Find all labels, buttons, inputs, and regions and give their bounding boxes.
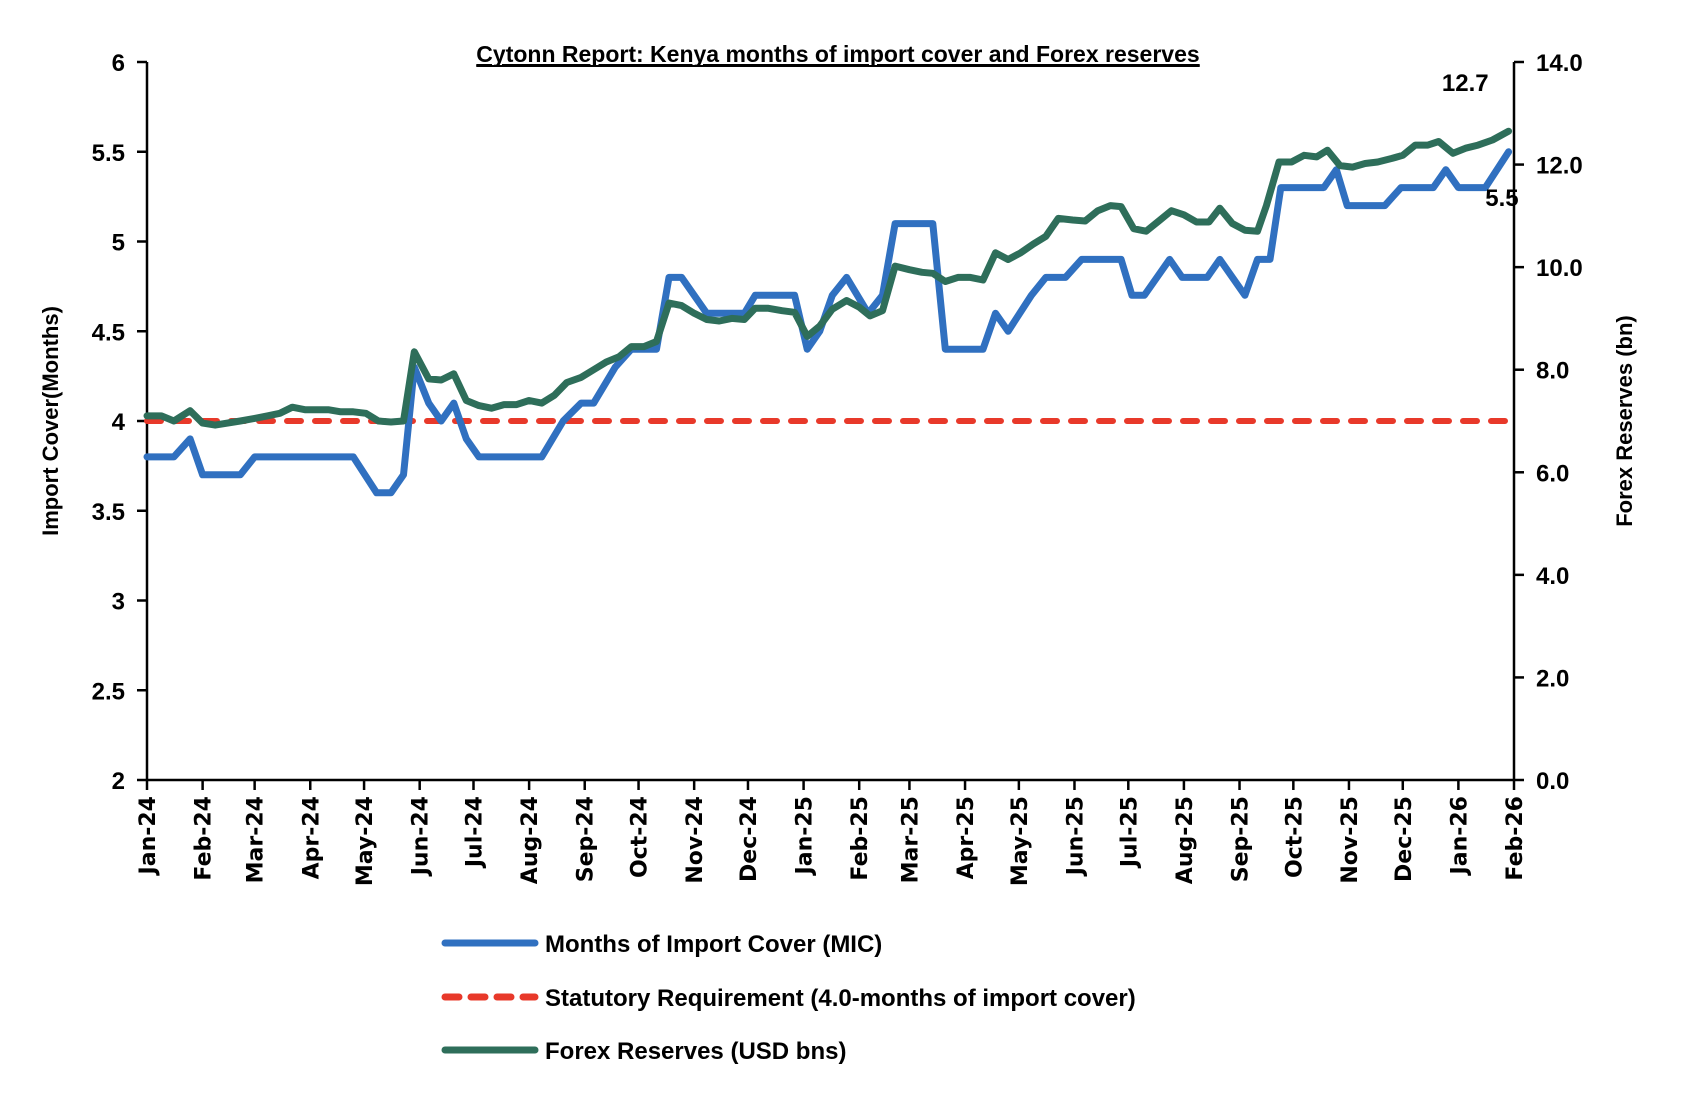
y2-tick-label: 14.0	[1536, 50, 1583, 77]
y2-tick-label: 2.0	[1536, 665, 1569, 692]
chart-title: Cytonn Report: Kenya months of import co…	[476, 41, 1199, 67]
y2-tick-label: 10.0	[1536, 255, 1583, 282]
legend-label: Statutory Requirement (4.0-months of imp…	[545, 985, 1136, 1012]
x-tick-label: Dec-25	[1392, 796, 1417, 882]
y-tick-label: 3	[112, 589, 125, 616]
legend-item: Statutory Requirement (4.0-months of imp…	[441, 985, 1136, 1012]
series-layer: 5.5 12.7	[143, 70, 1519, 497]
y-tick-label: 5.5	[92, 140, 125, 167]
x-tick-label: Apr-24	[299, 796, 324, 879]
legend: Months of Import Cover (MIC) Statutory Re…	[441, 931, 1136, 1065]
legend-label: Months of Import Cover (MIC)	[545, 931, 882, 958]
x-tick-label: Nov-24	[683, 796, 708, 884]
y2-tick-label: 4.0	[1536, 563, 1569, 590]
data-label: 12.7	[1442, 70, 1489, 97]
y-axis-title: Import Cover(Months)	[38, 306, 63, 536]
x-tick-label: Dec-24	[737, 796, 762, 882]
x-tick-label: Jul-25	[1117, 796, 1142, 869]
x-tick-label: Feb-25	[848, 796, 873, 881]
y2-tick-label: 12.0	[1536, 153, 1583, 180]
x-tick-label: Apr-25	[954, 796, 979, 879]
y-tick-label: 5	[112, 230, 125, 257]
x-tick-label: Jan-24	[136, 796, 161, 876]
y-tick-label: 2	[112, 768, 125, 795]
x-tick-label: Aug-24	[518, 796, 543, 884]
y-tick-label: 3.5	[92, 499, 125, 526]
y-tick-label: 6	[112, 50, 125, 77]
x-tick-label: Jun-25	[1063, 796, 1088, 877]
y2-tick-label: 8.0	[1536, 358, 1569, 385]
x-tick-label: Mar-25	[898, 796, 923, 883]
x-tick-label: Sep-24	[574, 796, 599, 882]
y2-tick-label: 0.0	[1536, 768, 1569, 795]
x-tick-label: May-24	[353, 796, 378, 886]
x-tick-label: Jun-24	[409, 796, 434, 877]
y2-axis-title: Forex Reserves (bn)	[1612, 315, 1637, 527]
legend-label: Forex Reserves (USD bns)	[545, 1038, 846, 1065]
x-tick-label: Oct-24	[628, 796, 653, 878]
x-tick-label: Mar-24	[244, 796, 269, 883]
axes: 2 2.5 3 3.5 4 4.5 5 5.5 6 0.0 2.0 4.0 6.0 8.0 10.0 12.0…	[92, 50, 1583, 886]
y-tick-label: 4	[112, 409, 126, 436]
x-tick-label: Oct-25	[1282, 796, 1307, 878]
x-tick-label: Aug-25	[1173, 796, 1198, 884]
series-line-forex	[143, 127, 1513, 429]
y2-tick-label: 6.0	[1536, 460, 1569, 487]
data-label: 5.5	[1485, 185, 1518, 212]
x-tick-label: Sep-25	[1229, 796, 1254, 882]
legend-item: Months of Import Cover (MIC)	[441, 931, 882, 958]
x-tick-label: Jul-24	[463, 796, 488, 869]
legend-item: Forex Reserves (USD bns)	[441, 1038, 846, 1065]
y-tick-label: 4.5	[92, 319, 125, 346]
x-tick-label: May-25	[1008, 796, 1033, 886]
y-tick-label: 2.5	[92, 678, 125, 705]
series-line-mic	[143, 148, 1513, 497]
x-tick-label: Jan-26	[1447, 796, 1472, 876]
x-tick-label: Jan-25	[793, 796, 818, 876]
x-tick-label: Feb-26	[1503, 796, 1528, 881]
x-tick-label: Nov-25	[1338, 796, 1363, 884]
x-tick-label: Feb-24	[192, 796, 217, 881]
